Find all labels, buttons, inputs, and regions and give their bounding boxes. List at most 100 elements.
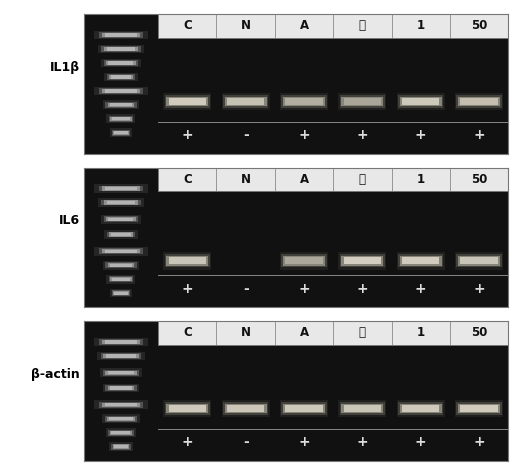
Bar xyxy=(280,93,328,110)
Bar xyxy=(102,187,140,191)
Bar xyxy=(110,103,132,107)
Bar xyxy=(340,95,385,108)
Bar xyxy=(110,431,132,435)
Text: +: + xyxy=(356,282,368,296)
Bar xyxy=(114,131,127,134)
Bar xyxy=(342,256,384,266)
Text: C: C xyxy=(183,173,192,186)
Bar xyxy=(112,278,130,281)
Text: +: + xyxy=(415,282,427,296)
Bar xyxy=(105,416,137,422)
Text: -: - xyxy=(243,436,248,449)
Bar xyxy=(344,405,381,412)
Bar xyxy=(342,404,384,413)
Bar xyxy=(102,89,140,93)
Text: +: + xyxy=(415,436,427,449)
Bar xyxy=(165,402,210,415)
Bar xyxy=(105,187,137,190)
Text: β-actin: β-actin xyxy=(31,368,80,381)
Text: +: + xyxy=(473,128,485,142)
Bar xyxy=(106,61,136,65)
Text: 50: 50 xyxy=(471,19,487,32)
Bar xyxy=(112,431,130,434)
Bar xyxy=(108,61,134,64)
Bar xyxy=(106,115,136,123)
Bar xyxy=(227,98,264,105)
Bar xyxy=(342,97,384,106)
Bar xyxy=(344,98,381,105)
Bar xyxy=(114,445,128,448)
Text: +: + xyxy=(473,282,485,296)
Bar xyxy=(286,257,323,264)
Bar xyxy=(106,275,136,283)
Bar xyxy=(398,95,443,108)
Bar xyxy=(163,252,211,270)
Bar xyxy=(397,400,445,417)
Bar xyxy=(227,405,264,412)
Bar xyxy=(109,417,133,420)
Bar xyxy=(102,33,140,37)
Bar xyxy=(163,400,211,417)
Bar xyxy=(456,95,502,108)
Text: 50: 50 xyxy=(471,173,487,186)
Text: -: - xyxy=(243,282,248,296)
Bar xyxy=(286,98,323,105)
Bar xyxy=(101,215,141,224)
Bar xyxy=(169,405,206,412)
Text: C: C xyxy=(183,19,192,32)
Bar xyxy=(397,252,445,270)
Bar xyxy=(99,88,144,94)
Bar xyxy=(283,404,325,413)
Bar xyxy=(108,116,133,122)
Bar xyxy=(166,256,208,266)
Bar xyxy=(112,130,130,136)
Bar xyxy=(104,200,138,204)
Bar xyxy=(102,249,140,253)
Text: 1: 1 xyxy=(417,173,425,186)
Bar xyxy=(163,93,211,110)
Bar xyxy=(456,254,502,267)
Text: +: + xyxy=(181,128,193,142)
Text: IL6: IL6 xyxy=(59,214,80,227)
Bar xyxy=(111,233,132,236)
Text: A: A xyxy=(299,327,309,339)
Bar xyxy=(455,252,503,270)
Bar xyxy=(113,131,129,135)
Bar xyxy=(108,276,133,282)
Bar xyxy=(344,257,381,264)
Bar xyxy=(107,263,134,267)
Bar xyxy=(108,371,134,375)
Bar xyxy=(100,368,142,377)
Bar xyxy=(397,93,445,110)
Bar xyxy=(166,97,208,106)
Bar xyxy=(222,400,269,417)
Bar xyxy=(222,93,269,110)
Text: N: N xyxy=(241,173,250,186)
Bar xyxy=(104,216,138,222)
Bar xyxy=(112,117,130,120)
Text: +: + xyxy=(181,282,193,296)
Bar xyxy=(340,402,385,415)
Bar xyxy=(110,442,133,451)
Bar xyxy=(339,252,386,270)
Bar xyxy=(458,404,500,413)
Bar xyxy=(107,47,135,51)
Bar xyxy=(225,404,267,413)
Bar xyxy=(402,405,440,412)
Bar xyxy=(107,74,135,80)
Bar xyxy=(94,86,148,95)
Bar xyxy=(105,33,137,37)
Text: anti-DNP IG E + DNP-HSA(1μg/ml): anti-DNP IG E + DNP-HSA(1μg/ml) xyxy=(268,143,398,152)
Bar xyxy=(461,257,498,264)
Bar xyxy=(455,400,503,417)
Text: 50: 50 xyxy=(471,327,487,339)
Bar xyxy=(169,257,206,264)
Bar xyxy=(108,218,134,221)
Bar xyxy=(99,32,144,38)
Bar xyxy=(101,353,141,359)
Bar xyxy=(280,400,328,417)
Bar xyxy=(458,256,500,266)
Bar xyxy=(104,47,138,51)
Text: 추: 추 xyxy=(359,327,366,339)
Bar xyxy=(111,128,132,137)
